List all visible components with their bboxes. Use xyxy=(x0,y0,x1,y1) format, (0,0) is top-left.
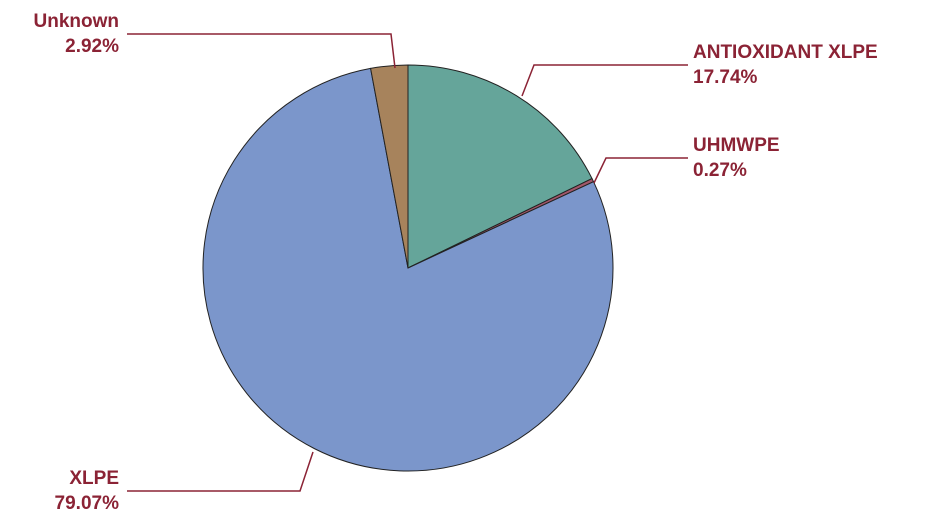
leader-line-uhmwpe xyxy=(593,157,688,184)
slice-label-uhmwpe: UHMWPE xyxy=(693,135,780,156)
leader-line-unknown xyxy=(127,33,396,69)
slice-percent-unknown: 2.92% xyxy=(65,36,119,57)
pie-slice-antioxidant-xlpe xyxy=(407,64,593,269)
slice-label-xlpe: XLPE xyxy=(69,468,119,489)
slice-label-unknown: Unknown xyxy=(34,11,120,32)
slice-percent-uhmwpe: 0.27% xyxy=(693,160,747,181)
pie-slice-unknown xyxy=(370,64,409,269)
slice-percent-antioxidant-xlpe: 17.74% xyxy=(693,67,758,88)
slice-percent-xlpe: 79.07% xyxy=(55,493,120,514)
leader-line-antioxidant-xlpe xyxy=(521,64,688,97)
leader-line-xlpe xyxy=(127,451,314,492)
slice-label-antioxidant-xlpe: ANTIOXIDANT XLPE xyxy=(693,42,878,63)
pie-slice-xlpe xyxy=(202,67,614,472)
